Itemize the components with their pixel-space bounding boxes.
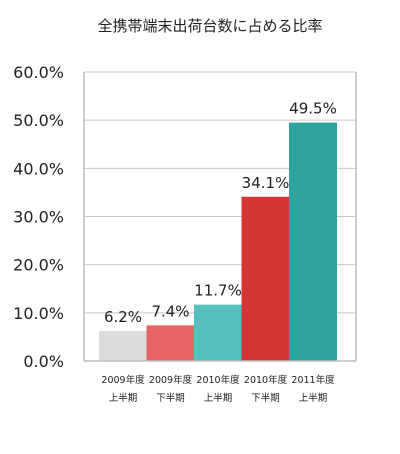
x-tick-label: 2009年度 [149, 374, 193, 386]
y-tick-label: 40.0% [13, 159, 64, 178]
value-labels: 6.2% 7.4% 11.7% 34.1% 49.5% [104, 100, 337, 327]
bar [194, 304, 242, 361]
y-tick-label: 50.0% [13, 111, 64, 130]
axes [83, 72, 357, 362]
bar [99, 331, 147, 361]
x-tick-label: 2010年度 [244, 374, 288, 386]
y-tick-label: 20.0% [13, 256, 64, 275]
y-tick-label: 30.0% [13, 208, 64, 227]
x-tick-label: 上半期 [204, 392, 233, 404]
y-tick-label: 10.0% [13, 304, 64, 323]
y-axis-ticks: 0.0% 10.0% 20.0% 30.0% 40.0% 50.0% 60.0% [13, 63, 64, 371]
y-tick-label: 60.0% [13, 63, 64, 82]
bar-value-label: 49.5% [289, 100, 337, 118]
chart-title: 全携帯端末出荷台数に占める比率 [97, 17, 322, 35]
y-tick-label: 0.0% [23, 352, 64, 371]
x-tick-label: 上半期 [109, 392, 138, 404]
bars [99, 122, 337, 361]
x-tick-label: 2011年度 [291, 374, 335, 386]
x-tick-label: 2009年度 [101, 374, 145, 386]
x-tick-label: 下半期 [156, 392, 185, 404]
x-tick-label: 2010年度 [196, 374, 240, 386]
bar [146, 325, 195, 361]
x-axis-ticks: 2009年度上半期2009年度下半期2010年度上半期2010年度下半期2011… [101, 374, 335, 404]
x-tick-label: 下半期 [251, 392, 280, 404]
bar [241, 196, 290, 361]
bar-value-label: 7.4% [151, 302, 189, 320]
x-tick-label: 上半期 [299, 392, 328, 404]
bar-value-label: 6.2% [104, 308, 142, 326]
bar-value-label: 11.7% [194, 282, 242, 300]
bar-value-label: 34.1% [242, 174, 290, 192]
bar [289, 122, 337, 361]
